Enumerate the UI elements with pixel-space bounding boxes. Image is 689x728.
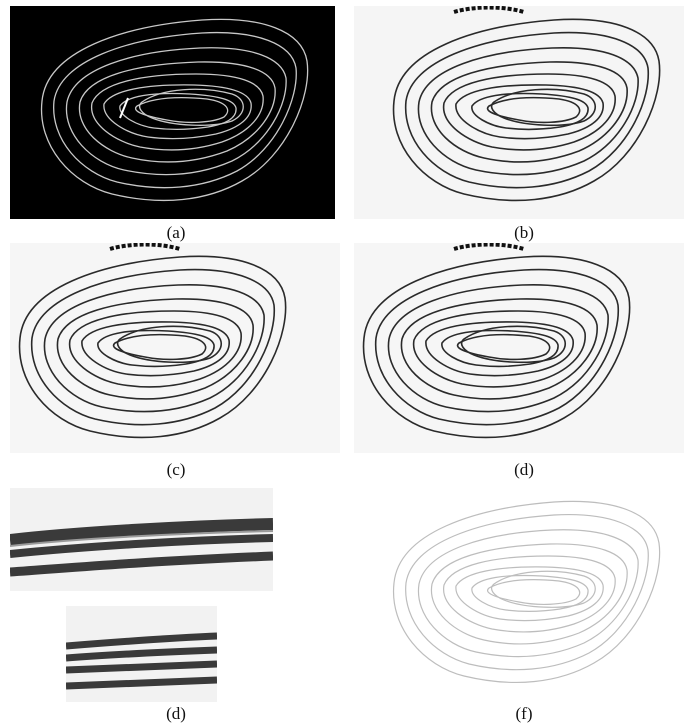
zoom-detail-top [10, 488, 273, 591]
panel-a-contours [40, 18, 309, 202]
panel-c-contours [18, 243, 287, 439]
caption-c: (c) [166, 460, 186, 479]
caption-d-left: (d) [166, 704, 186, 723]
panel-d-contours [362, 243, 631, 439]
caption-a: (a) [166, 223, 186, 242]
zoom-detail-bottom [66, 606, 217, 702]
panel-c-contour-image [10, 243, 340, 453]
panel-f-contours [392, 500, 661, 684]
caption-f: (f) [515, 704, 533, 723]
caption-d-right: (d) [514, 460, 534, 479]
caption-b: (b) [514, 223, 534, 242]
panel-f-contour-image [354, 488, 684, 701]
panel-b-contour-image [354, 6, 684, 219]
panel-d-contour-image [354, 243, 684, 453]
zoom-detail-top-bands [10, 518, 273, 577]
zoom-detail-bottom-bands [66, 632, 217, 690]
panel-a-raw-image [10, 6, 335, 219]
panel-b-contours [392, 6, 661, 202]
